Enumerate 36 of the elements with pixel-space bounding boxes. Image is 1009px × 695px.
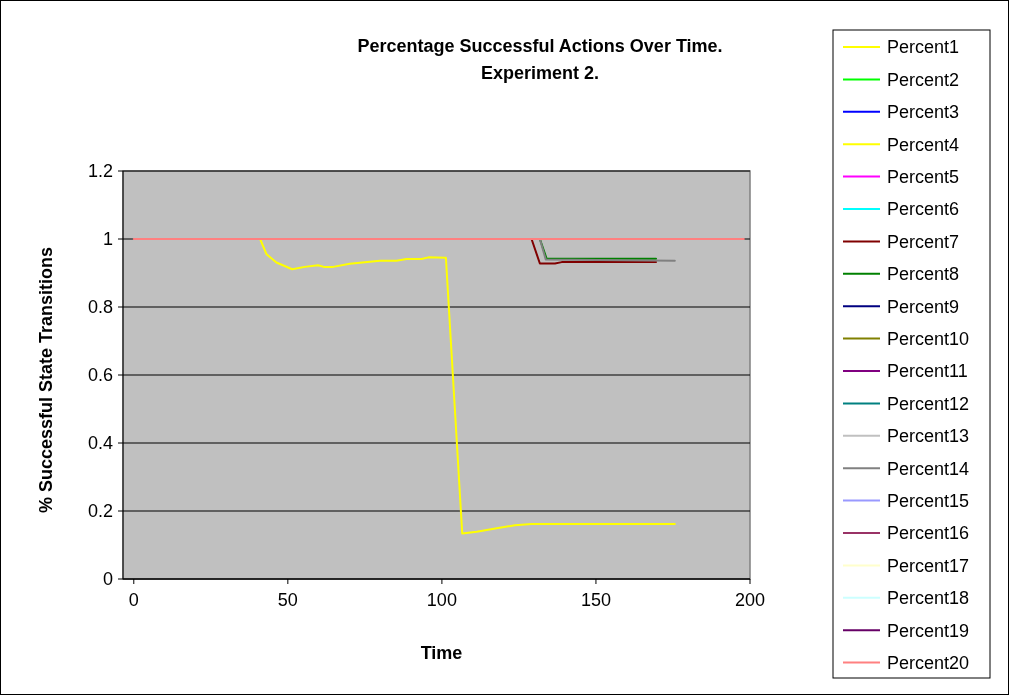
line-series bbox=[259, 238, 676, 535]
y-tick-label: 0.8 bbox=[87, 297, 113, 318]
legend-label: Percent18 bbox=[887, 588, 970, 609]
legend-label: Percent17 bbox=[887, 555, 970, 576]
x-tick-label: 0 bbox=[128, 590, 139, 610]
legend-label: Percent19 bbox=[887, 620, 970, 641]
legend-label: Percent9 bbox=[887, 296, 960, 317]
x-tick-label: 150 bbox=[580, 590, 611, 610]
legend-label: Percent15 bbox=[887, 490, 970, 511]
x-tick-label: 50 bbox=[277, 590, 298, 610]
chart-title: Percentage Successful Actions Over Time. Experiment 2. bbox=[357, 36, 723, 83]
legend-label: Percent8 bbox=[887, 264, 960, 285]
legend-label: Percent6 bbox=[887, 199, 960, 220]
legend-label: Percent3 bbox=[887, 102, 960, 123]
legend-label: Percent5 bbox=[887, 166, 960, 187]
legend-label: Percent20 bbox=[887, 652, 970, 673]
legend-label: Percent1 bbox=[887, 37, 960, 58]
y-axis-title: % Successful State Transitions bbox=[36, 246, 56, 514]
y-tick-label: 0.6 bbox=[87, 365, 113, 386]
x-axis-title: Time bbox=[420, 643, 463, 663]
y-tick-label: 1.2 bbox=[87, 161, 113, 182]
legend-label: Percent4 bbox=[887, 134, 960, 155]
legend-label: Percent16 bbox=[887, 523, 970, 544]
legend-label: Percent13 bbox=[887, 426, 970, 447]
legend-label: Percent12 bbox=[887, 393, 970, 414]
x-tick-label: 100 bbox=[426, 590, 457, 610]
legend-label: Percent2 bbox=[887, 69, 960, 90]
y-tick-label: 0.2 bbox=[87, 501, 113, 522]
y-tick-label: 0 bbox=[102, 569, 113, 590]
legend-label: Percent7 bbox=[887, 231, 960, 252]
y-tick-label: 0.4 bbox=[87, 433, 113, 454]
legend-label: Percent11 bbox=[887, 361, 968, 382]
legend-label: Percent10 bbox=[887, 328, 970, 349]
x-tick-label: 200 bbox=[734, 590, 766, 610]
legend-label: Percent14 bbox=[887, 458, 970, 479]
y-tick-label: 1 bbox=[102, 229, 113, 250]
